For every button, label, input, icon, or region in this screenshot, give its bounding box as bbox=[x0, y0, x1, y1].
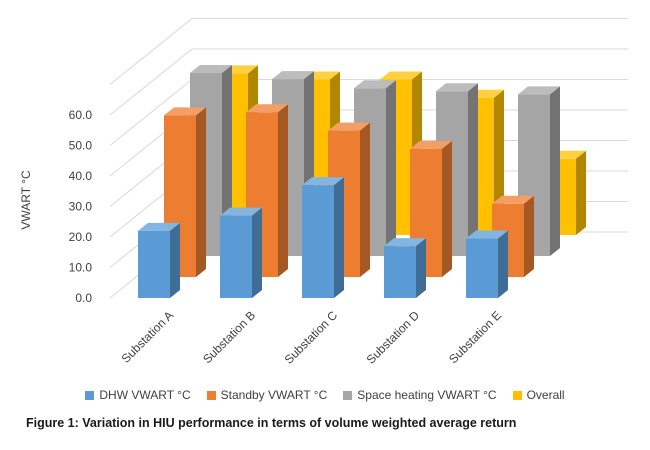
bar-side bbox=[524, 195, 534, 277]
bar-top bbox=[384, 238, 426, 247]
bar-top bbox=[436, 83, 478, 92]
legend-label: Overall bbox=[526, 388, 565, 402]
y-tick-label: 40.0 bbox=[69, 169, 93, 183]
gridline bbox=[109, 48, 628, 116]
y-tick-label: 10.0 bbox=[69, 261, 93, 275]
gridline bbox=[109, 18, 628, 85]
y-tick-label: 0.0 bbox=[75, 291, 92, 305]
legend-item: Space heating VWART °C bbox=[343, 388, 497, 402]
bar-top bbox=[138, 222, 180, 231]
bar-top bbox=[380, 71, 422, 80]
bar-top bbox=[410, 140, 452, 149]
bar-side bbox=[386, 80, 396, 256]
bar-top bbox=[164, 107, 206, 116]
legend-item: Overall bbox=[512, 388, 565, 402]
bar-side bbox=[170, 222, 180, 298]
bar-front bbox=[220, 215, 252, 298]
bar-side bbox=[498, 230, 508, 298]
chart-plot: 0.0 10.0 20.0 30.0 40.0 50.0 60.0 VWART °C Subst… bbox=[19, 18, 628, 367]
x-category-label: Substation B bbox=[200, 308, 258, 366]
y-tick-label: 30.0 bbox=[69, 200, 93, 214]
x-category-label: Substation C bbox=[282, 308, 341, 367]
y-tick-label: 60.0 bbox=[69, 108, 93, 122]
legend-swatch bbox=[343, 390, 353, 400]
figure-caption: Figure 1: Variation in HIU performance i… bbox=[26, 416, 517, 430]
bar-top bbox=[220, 207, 262, 216]
bar bbox=[466, 230, 508, 298]
series-0 bbox=[138, 177, 508, 298]
bar-side bbox=[196, 107, 206, 277]
bar-top bbox=[272, 71, 314, 80]
bar-side bbox=[576, 150, 586, 235]
bar-side bbox=[278, 104, 288, 277]
y-tick-label: 20.0 bbox=[69, 230, 93, 244]
bar-top bbox=[328, 122, 370, 131]
bar bbox=[220, 207, 262, 298]
legend-label: DHW VWART °C bbox=[99, 388, 191, 402]
bar-top bbox=[246, 104, 288, 113]
x-category-label: Substation E bbox=[446, 308, 504, 366]
bar bbox=[302, 177, 344, 298]
legend-swatch bbox=[512, 390, 522, 400]
bar-top bbox=[492, 195, 534, 204]
bar-side bbox=[360, 122, 370, 277]
bar-top bbox=[190, 65, 232, 73]
legend-swatch bbox=[85, 390, 95, 400]
legend-item: Standby VWART °C bbox=[206, 388, 328, 402]
bar bbox=[384, 238, 426, 298]
bar-top bbox=[518, 86, 560, 95]
bar-top bbox=[302, 177, 344, 186]
legend-swatch bbox=[206, 390, 216, 400]
legend-item: DHW VWART °C bbox=[85, 388, 191, 402]
legend-label: Space heating VWART °C bbox=[357, 388, 497, 402]
bar-side bbox=[252, 207, 262, 298]
bar-front bbox=[466, 238, 498, 298]
bar-side bbox=[550, 86, 560, 256]
y-axis-label: VWART °C bbox=[19, 170, 33, 230]
bar-side bbox=[334, 177, 344, 298]
bar bbox=[138, 222, 180, 298]
bar-front bbox=[138, 230, 170, 298]
bar-top bbox=[466, 230, 508, 239]
bar-top bbox=[354, 80, 396, 89]
chart-legend: DHW VWART °C Standby VWART °C Space heatin… bbox=[0, 388, 650, 402]
bar-side bbox=[442, 140, 452, 277]
bar-front bbox=[384, 246, 416, 298]
x-category-label: Substation A bbox=[119, 308, 177, 366]
bar-side bbox=[468, 83, 478, 256]
x-category-label: Substation D bbox=[364, 308, 423, 367]
legend-label: Standby VWART °C bbox=[220, 388, 328, 402]
y-tick-label: 50.0 bbox=[69, 139, 93, 153]
bar-front bbox=[302, 185, 334, 298]
bar-side bbox=[416, 238, 426, 298]
